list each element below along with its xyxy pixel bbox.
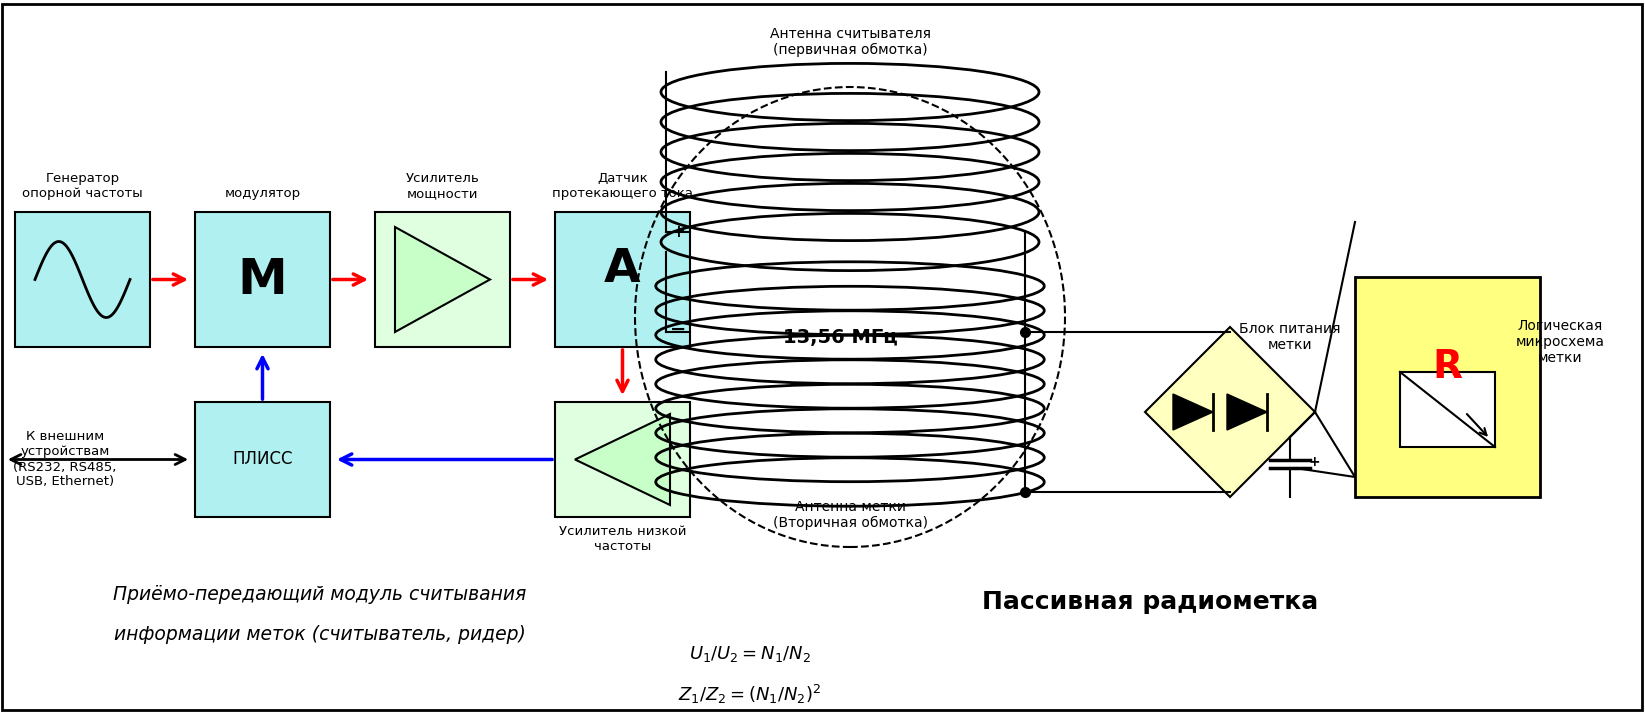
FancyBboxPatch shape — [375, 212, 510, 347]
Polygon shape — [576, 414, 670, 505]
Text: модулятор: модулятор — [224, 187, 301, 200]
Text: Антенна метки
(Вторичная обмотка): Антенна метки (Вторичная обмотка) — [773, 500, 928, 530]
Text: Блок питания
метки: Блок питания метки — [1239, 322, 1341, 352]
FancyBboxPatch shape — [196, 212, 331, 347]
Text: $U_1/U_2=N_1/N_2$: $U_1/U_2=N_1/N_2$ — [689, 644, 811, 664]
FancyBboxPatch shape — [196, 402, 331, 517]
FancyBboxPatch shape — [554, 212, 689, 347]
Text: R: R — [1433, 348, 1462, 386]
Text: информации меток (считыватель, ридер): информации меток (считыватель, ридер) — [114, 624, 526, 644]
Text: Генератор
опорной частоты: Генератор опорной частоты — [21, 172, 143, 200]
Polygon shape — [1227, 394, 1267, 430]
FancyBboxPatch shape — [15, 212, 150, 347]
FancyBboxPatch shape — [554, 402, 689, 517]
Text: Пассивная радиометка: Пассивная радиометка — [982, 590, 1318, 614]
Text: A: A — [604, 247, 642, 292]
Text: ПЛИСС: ПЛИСС — [232, 451, 293, 468]
Text: +: + — [1308, 455, 1319, 469]
Text: Усилитель
мощности: Усилитель мощности — [406, 172, 479, 200]
Text: M: M — [237, 256, 288, 303]
Text: Приёмо-передающий модуль считывания: Приёмо-передающий модуль считывания — [114, 585, 526, 604]
Text: Антенна считывателя
(первичная обмотка): Антенна считывателя (первичная обмотка) — [770, 26, 931, 57]
Text: +: + — [671, 223, 684, 241]
Text: 13,56 МГц: 13,56 МГц — [783, 328, 898, 347]
Text: −: − — [670, 320, 686, 338]
Polygon shape — [395, 227, 490, 332]
Text: Логическая
микросхема
метки: Логическая микросхема метки — [1515, 319, 1604, 365]
Text: К внешним
устройствам
(RS232, RS485,
USB, Ethernet): К внешним устройствам (RS232, RS485, USB… — [13, 431, 117, 488]
Text: $Z_1/Z_2=(N_1/N_2)^2$: $Z_1/Z_2=(N_1/N_2)^2$ — [678, 682, 821, 706]
FancyBboxPatch shape — [1355, 277, 1540, 497]
Text: Датчик
протекающего тока: Датчик протекающего тока — [553, 172, 693, 200]
Polygon shape — [1145, 327, 1314, 497]
Polygon shape — [1173, 394, 1212, 430]
FancyBboxPatch shape — [1400, 372, 1495, 447]
Text: Усилитель низкой
частоты: Усилитель низкой частоты — [559, 525, 686, 553]
